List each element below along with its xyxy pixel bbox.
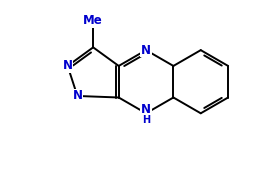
- Text: H: H: [142, 115, 150, 125]
- Text: N: N: [141, 103, 151, 116]
- Text: N: N: [72, 90, 82, 102]
- Text: N: N: [141, 44, 151, 57]
- Text: Me: Me: [83, 14, 103, 27]
- Text: N: N: [63, 59, 73, 72]
